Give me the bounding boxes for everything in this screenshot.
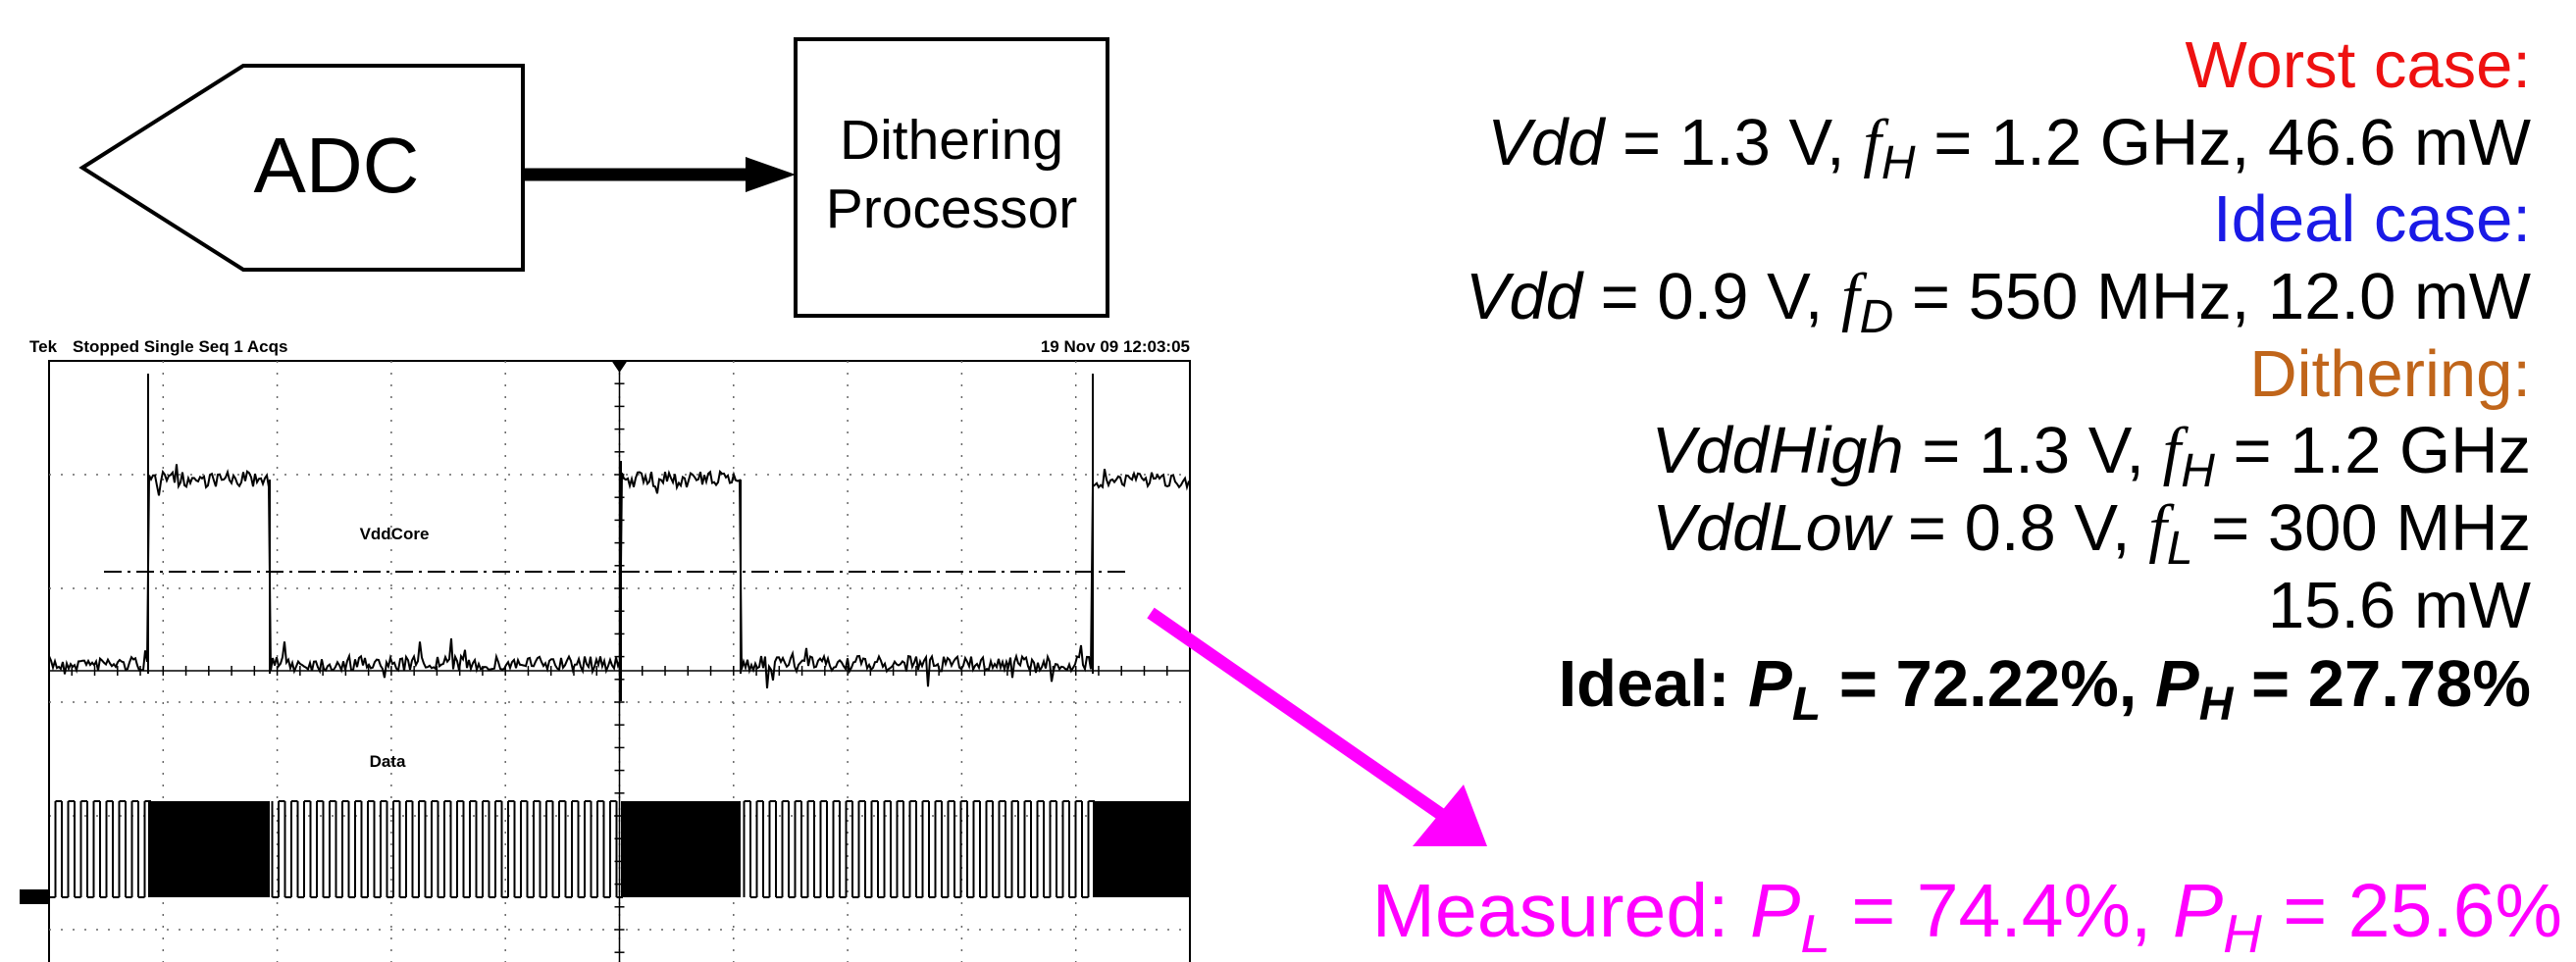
text: = 550 MHz, 12.0 mW [1893, 260, 2532, 333]
trigger-marker [612, 361, 628, 373]
subscript: H [2223, 903, 2262, 962]
ideal-case-heading: Ideal case: [2213, 182, 2531, 256]
data-burst [621, 801, 741, 897]
text: = 1.3 V, [1904, 414, 2163, 487]
text: = 1.2 GHz [2215, 414, 2531, 487]
subscript: H [2199, 679, 2235, 731]
ideal-case-line: Vdd = 0.9 V, fD = 550 MHz, 12.0 mW [1466, 260, 2532, 343]
text: = 1.3 V, [1604, 106, 1863, 179]
text: = 0.8 V, [1889, 491, 2148, 565]
oscilloscope-capture: Tek Stopped Single Seq 1 Acqs 19 Nov 09 … [20, 337, 1190, 962]
pointer-arrow-head [1413, 785, 1487, 846]
var: VddHigh [1652, 414, 1904, 487]
subscript: L [1792, 679, 1821, 731]
var: Vdd [1487, 106, 1607, 179]
data-burst [148, 801, 270, 897]
channel-marker [20, 889, 49, 904]
var: VddLow [1652, 491, 1893, 565]
data-burst [1093, 801, 1190, 897]
subscript: L [1800, 903, 1830, 962]
worst-case-heading: Worst case: [2186, 28, 2531, 102]
text: Measured: [1372, 869, 1750, 953]
dithering-line: 15.6 mW [2268, 569, 2532, 642]
dithering-heading: Dithering: [2249, 337, 2531, 411]
text: = 74.4%, [1830, 869, 2173, 953]
trace-label: Data [370, 752, 406, 771]
text: = 300 MHz [2193, 491, 2531, 565]
trace-label: VddCore [360, 525, 430, 543]
measured-split: Measured: PL = 74.4%, PH = 25.6% [1372, 869, 2562, 962]
processor-label: Processor [826, 177, 1078, 240]
dithering-line: VddHigh = 1.3 V, fH = 1.2 GHz [1652, 414, 2531, 497]
text: = 72.22%, [1821, 647, 2155, 721]
var: P [2173, 869, 2223, 953]
subscript: D [1860, 291, 1894, 343]
var: P [1748, 647, 1792, 721]
pointer-arrow [1151, 613, 1452, 822]
text: = 27.78% [2233, 647, 2531, 721]
arrow-head [746, 157, 796, 192]
text: = 25.6% [2262, 869, 2562, 953]
adc-label: ADC [254, 122, 420, 209]
ideal-split: Ideal: PL = 72.22%, PH = 27.78% [1559, 647, 2531, 731]
var: P [1750, 869, 1800, 953]
scope-brand: Tek [29, 337, 58, 356]
scope-status: Stopped Single Seq 1 Acqs [73, 337, 287, 356]
var: P [2155, 647, 2199, 721]
slide: ADC Dithering Processor Tek Stopped Sing… [0, 0, 2576, 962]
subscript: H [2181, 445, 2215, 497]
dithering-line: VddLow = 0.8 V, fL = 300 MHz [1652, 491, 2531, 575]
worst-case-line: Vdd = 1.3 V, fH = 1.2 GHz, 46.6 mW [1487, 106, 2532, 189]
text: = 1.2 GHz, 46.6 mW [1916, 106, 2532, 179]
var: Vdd [1466, 260, 1585, 333]
text: = 0.9 V, [1582, 260, 1841, 333]
scope-timestamp: 19 Nov 09 12:03:05 [1041, 337, 1190, 356]
processor-label: Dithering [840, 109, 1063, 172]
subscript: L [2167, 523, 2193, 575]
subscript: H [1881, 137, 1916, 189]
text: Ideal: [1559, 647, 1749, 721]
